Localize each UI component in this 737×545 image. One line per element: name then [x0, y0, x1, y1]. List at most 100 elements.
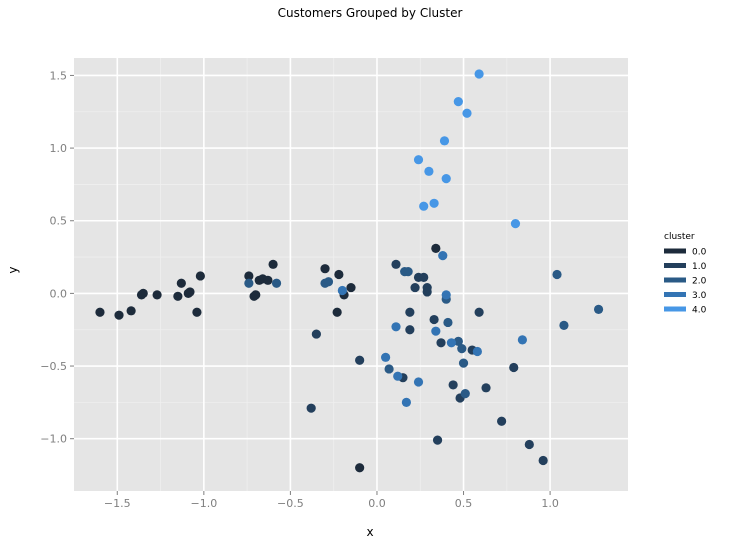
data-point-cluster-0-0 — [195, 271, 205, 281]
data-point-cluster-2-0 — [552, 269, 562, 280]
data-point-cluster-2-0 — [453, 336, 463, 346]
data-point-cluster-1-0 — [311, 329, 321, 339]
legend-swatch — [664, 248, 686, 254]
data-point-cluster-0-0 — [192, 307, 202, 317]
data-point-cluster-0-0 — [173, 291, 183, 301]
y-tick-label: 1.0 — [50, 142, 68, 155]
data-point-cluster-4-0 — [419, 201, 429, 211]
data-point-cluster-1-0 — [405, 307, 415, 317]
legend: cluster 0.0 1.0 2.0 3.0 4.0 — [664, 232, 707, 316]
data-point-cluster-2-0 — [244, 278, 254, 288]
legend-swatch — [664, 277, 686, 283]
data-point-cluster-4-0 — [474, 69, 484, 79]
data-point-cluster-2-0 — [457, 344, 467, 354]
data-point-cluster-4-0 — [453, 96, 463, 107]
data-point-cluster-1-0 — [355, 355, 365, 365]
major-grid — [74, 58, 628, 491]
y-tick-label: 1.5 — [50, 69, 68, 82]
data-point-cluster-0-0 — [152, 290, 162, 300]
data-point-cluster-4-0 — [424, 166, 434, 176]
data-point-cluster-1-0 — [524, 439, 534, 450]
data-point-cluster-3-0 — [391, 322, 401, 332]
data-point-cluster-3-0 — [413, 377, 424, 387]
data-point-cluster-3-0 — [438, 251, 448, 261]
legend-swatch — [664, 306, 686, 312]
data-point-cluster-3-0 — [431, 326, 441, 336]
data-point-cluster-3-0 — [441, 290, 451, 300]
data-point-cluster-4-0 — [429, 198, 439, 208]
data-point-cluster-1-0 — [436, 338, 446, 348]
chart-title: Customers Grouped by Cluster — [278, 6, 463, 20]
data-point-cluster-3-0 — [446, 338, 457, 348]
y-axis-ticks: −1.0 −0.5 0.0 0.5 1.0 1.5 — [40, 69, 74, 446]
data-point-cluster-4-0 — [413, 155, 424, 165]
data-point-cluster-1-0 — [422, 282, 432, 293]
data-point-cluster-3-0 — [381, 352, 391, 362]
data-point-cluster-0-0 — [355, 463, 365, 473]
legend-label: 3.0 — [692, 291, 707, 301]
y-tick-label: 0.0 — [50, 287, 68, 300]
legend-swatch — [664, 292, 686, 297]
legend-label: 0.0 — [692, 248, 707, 258]
data-point-cluster-0-0 — [244, 271, 254, 281]
data-point-cluster-1-0 — [509, 362, 519, 373]
y-tick-label: −1.0 — [40, 433, 67, 446]
data-point-cluster-0-0 — [138, 288, 148, 298]
data-point-cluster-2-0 — [559, 320, 569, 330]
x-axis-ticks: −1.5 −1.0 −0.5 0.0 0.5 1.0 — [104, 491, 559, 510]
data-point-cluster-0-0 — [332, 307, 342, 317]
data-point-cluster-2-0 — [271, 278, 282, 288]
data-point-cluster-0-0 — [263, 275, 273, 285]
data-point-cluster-3-0 — [393, 371, 403, 381]
plot-panel — [74, 58, 628, 491]
data-point-cluster-2-0 — [443, 317, 453, 328]
x-tick-label: −1.5 — [104, 497, 131, 510]
data-point-cluster-1-0 — [429, 314, 439, 325]
legend-label: 1.0 — [692, 262, 707, 272]
data-point-cluster-4-0 — [441, 174, 451, 184]
data-point-cluster-1-0 — [481, 383, 491, 393]
data-point-cluster-4-0 — [462, 108, 472, 118]
x-tick-label: 0.5 — [455, 497, 473, 510]
data-point-cluster-0-0 — [346, 282, 356, 293]
x-tick-label: 1.0 — [541, 497, 559, 510]
data-point-cluster-0-0 — [114, 310, 124, 320]
data-point-cluster-2-0 — [403, 266, 413, 277]
minor-grid — [74, 58, 628, 491]
data-point-cluster-0-0 — [95, 307, 105, 317]
legend-label: 4.0 — [692, 306, 707, 316]
data-point-cluster-0-0 — [185, 287, 195, 297]
data-point-cluster-2-0 — [384, 364, 394, 374]
x-tick-label: −1.0 — [190, 497, 217, 510]
y-tick-label: 0.5 — [50, 215, 68, 228]
data-point-cluster-1-0 — [538, 455, 548, 466]
y-axis-title: y — [6, 266, 20, 273]
x-tick-label: 0.0 — [368, 497, 386, 510]
data-point-cluster-4-0 — [439, 136, 450, 146]
data-point-cluster-0-0 — [431, 243, 441, 253]
data-points — [95, 69, 604, 473]
data-point-cluster-3-0 — [472, 346, 482, 357]
data-point-cluster-1-0 — [391, 259, 401, 269]
data-point-cluster-0-0 — [126, 306, 136, 316]
y-tick-label: −0.5 — [40, 360, 67, 373]
data-point-cluster-1-0 — [405, 325, 415, 335]
data-point-cluster-0-0 — [334, 269, 344, 280]
data-point-cluster-4-0 — [510, 219, 521, 229]
data-point-cluster-2-0 — [323, 277, 334, 287]
data-point-cluster-1-0 — [497, 416, 507, 426]
data-point-cluster-2-0 — [458, 358, 469, 368]
legend-swatch — [664, 263, 686, 268]
x-axis-title: x — [366, 525, 373, 539]
data-point-cluster-3-0 — [517, 335, 527, 345]
data-point-cluster-2-0 — [460, 389, 470, 399]
data-point-cluster-1-0 — [474, 307, 484, 317]
data-point-cluster-0-0 — [176, 278, 186, 288]
x-tick-label: −0.5 — [277, 497, 304, 510]
data-point-cluster-1-0 — [419, 272, 429, 283]
data-point-cluster-1-0 — [410, 282, 420, 293]
legend-title: cluster — [664, 232, 695, 242]
legend-label: 2.0 — [692, 277, 707, 287]
data-point-cluster-0-0 — [320, 264, 330, 274]
data-point-cluster-1-0 — [448, 380, 458, 390]
